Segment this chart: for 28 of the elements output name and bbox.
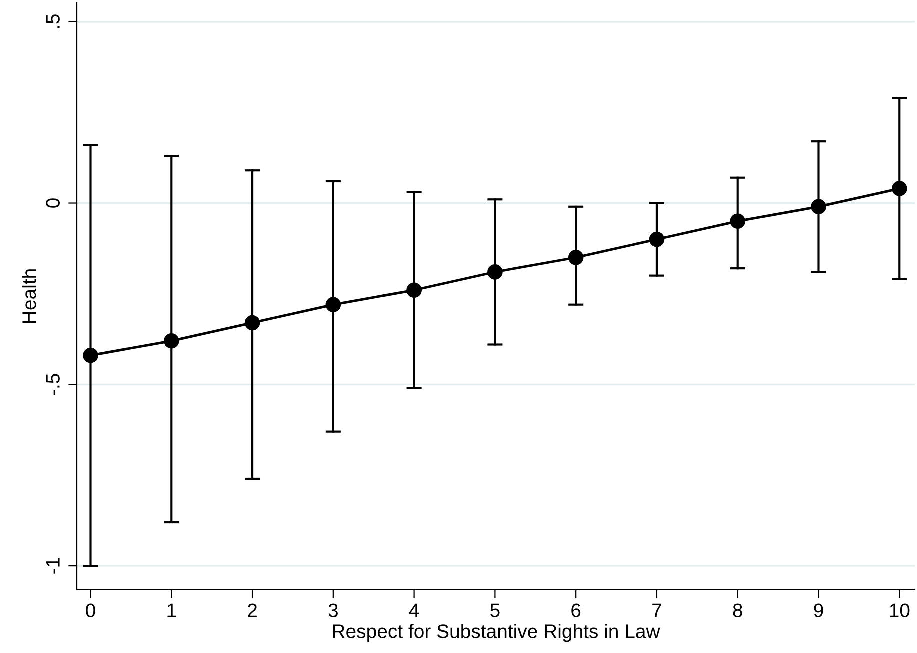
x-tick-label: 2 xyxy=(248,604,257,618)
point xyxy=(406,282,422,298)
x-tick-label: 4 xyxy=(409,604,420,618)
x-tick-label: 8 xyxy=(733,604,742,618)
point xyxy=(164,333,180,349)
point xyxy=(892,181,908,196)
point xyxy=(488,264,503,280)
point xyxy=(83,348,98,364)
point xyxy=(244,315,260,331)
x-tick-label: 6 xyxy=(572,604,581,618)
x-axis-title: Respect for Substantive Rights in Law xyxy=(333,624,660,642)
y-tick-label: -1 xyxy=(46,558,60,574)
x-tick-label: 0 xyxy=(86,604,96,618)
x-tick-label: 10 xyxy=(890,604,910,618)
x-tick-label: 7 xyxy=(652,604,662,618)
y-axis-title: Health xyxy=(22,270,36,324)
point xyxy=(326,297,342,312)
y-tick-label: 0 xyxy=(46,198,60,208)
point xyxy=(649,232,665,248)
point xyxy=(568,250,584,266)
x-tick-label: 3 xyxy=(328,604,338,618)
point xyxy=(730,214,746,230)
y-tick-label: .5 xyxy=(46,14,60,28)
x-tick-label: 9 xyxy=(814,604,824,618)
point xyxy=(811,199,826,215)
x-tick-label: 5 xyxy=(490,604,500,618)
y-tick-label: -.5 xyxy=(46,374,60,396)
x-tick-label: 1 xyxy=(168,604,176,618)
